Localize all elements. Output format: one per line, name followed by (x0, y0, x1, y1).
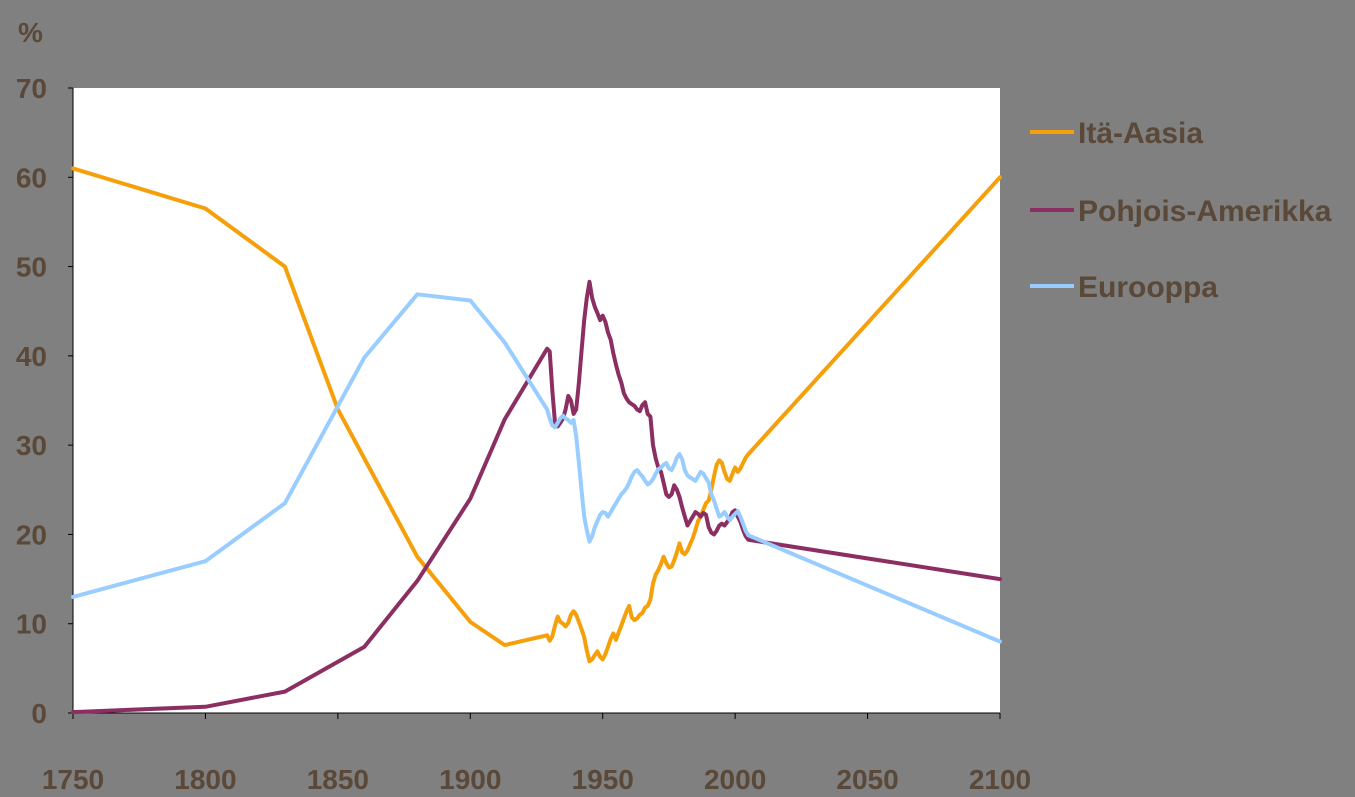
legend-label: Pohjois-Amerikka (1078, 195, 1332, 228)
legend-label: Eurooppa (1078, 271, 1218, 304)
y-axis-unit-label: % (18, 17, 43, 48)
axes (68, 87, 1001, 719)
x-tick-label: 1850 (307, 764, 369, 795)
y-tick-label: 60 (16, 162, 47, 193)
x-tick-label: 2050 (836, 764, 898, 795)
y-tick-label: 20 (16, 519, 47, 550)
y-tick-label: 70 (16, 73, 47, 104)
x-tick-labels: 1750 1800 1850 1900 1950 2000 2050 2100 (42, 764, 1031, 795)
y-tick-label: 40 (16, 341, 47, 372)
x-tick-label: 2100 (969, 764, 1031, 795)
series-line-0 (71, 166, 1002, 664)
x-tick-label: 2000 (704, 764, 766, 795)
y-tick-label: 0 (31, 698, 47, 729)
series-lines (71, 166, 1002, 715)
y-tick-label: 50 (16, 252, 47, 283)
series-line-2 (71, 292, 1002, 644)
x-tick-label: 1950 (572, 764, 634, 795)
series-line-1 (71, 279, 1002, 715)
legend: Itä-Aasia Pohjois-Amerikka Eurooppa (1030, 117, 1332, 304)
legend-label: Itä-Aasia (1078, 117, 1203, 150)
y-tick-label: 10 (16, 609, 47, 640)
x-tick-label: 1800 (174, 764, 236, 795)
plot-area (73, 88, 1000, 713)
y-tick-labels: 0 10 20 30 40 50 60 70 (16, 73, 47, 729)
x-tick-label: 1900 (439, 764, 501, 795)
x-tick-label: 1750 (42, 764, 104, 795)
y-tick-label: 30 (16, 430, 47, 461)
